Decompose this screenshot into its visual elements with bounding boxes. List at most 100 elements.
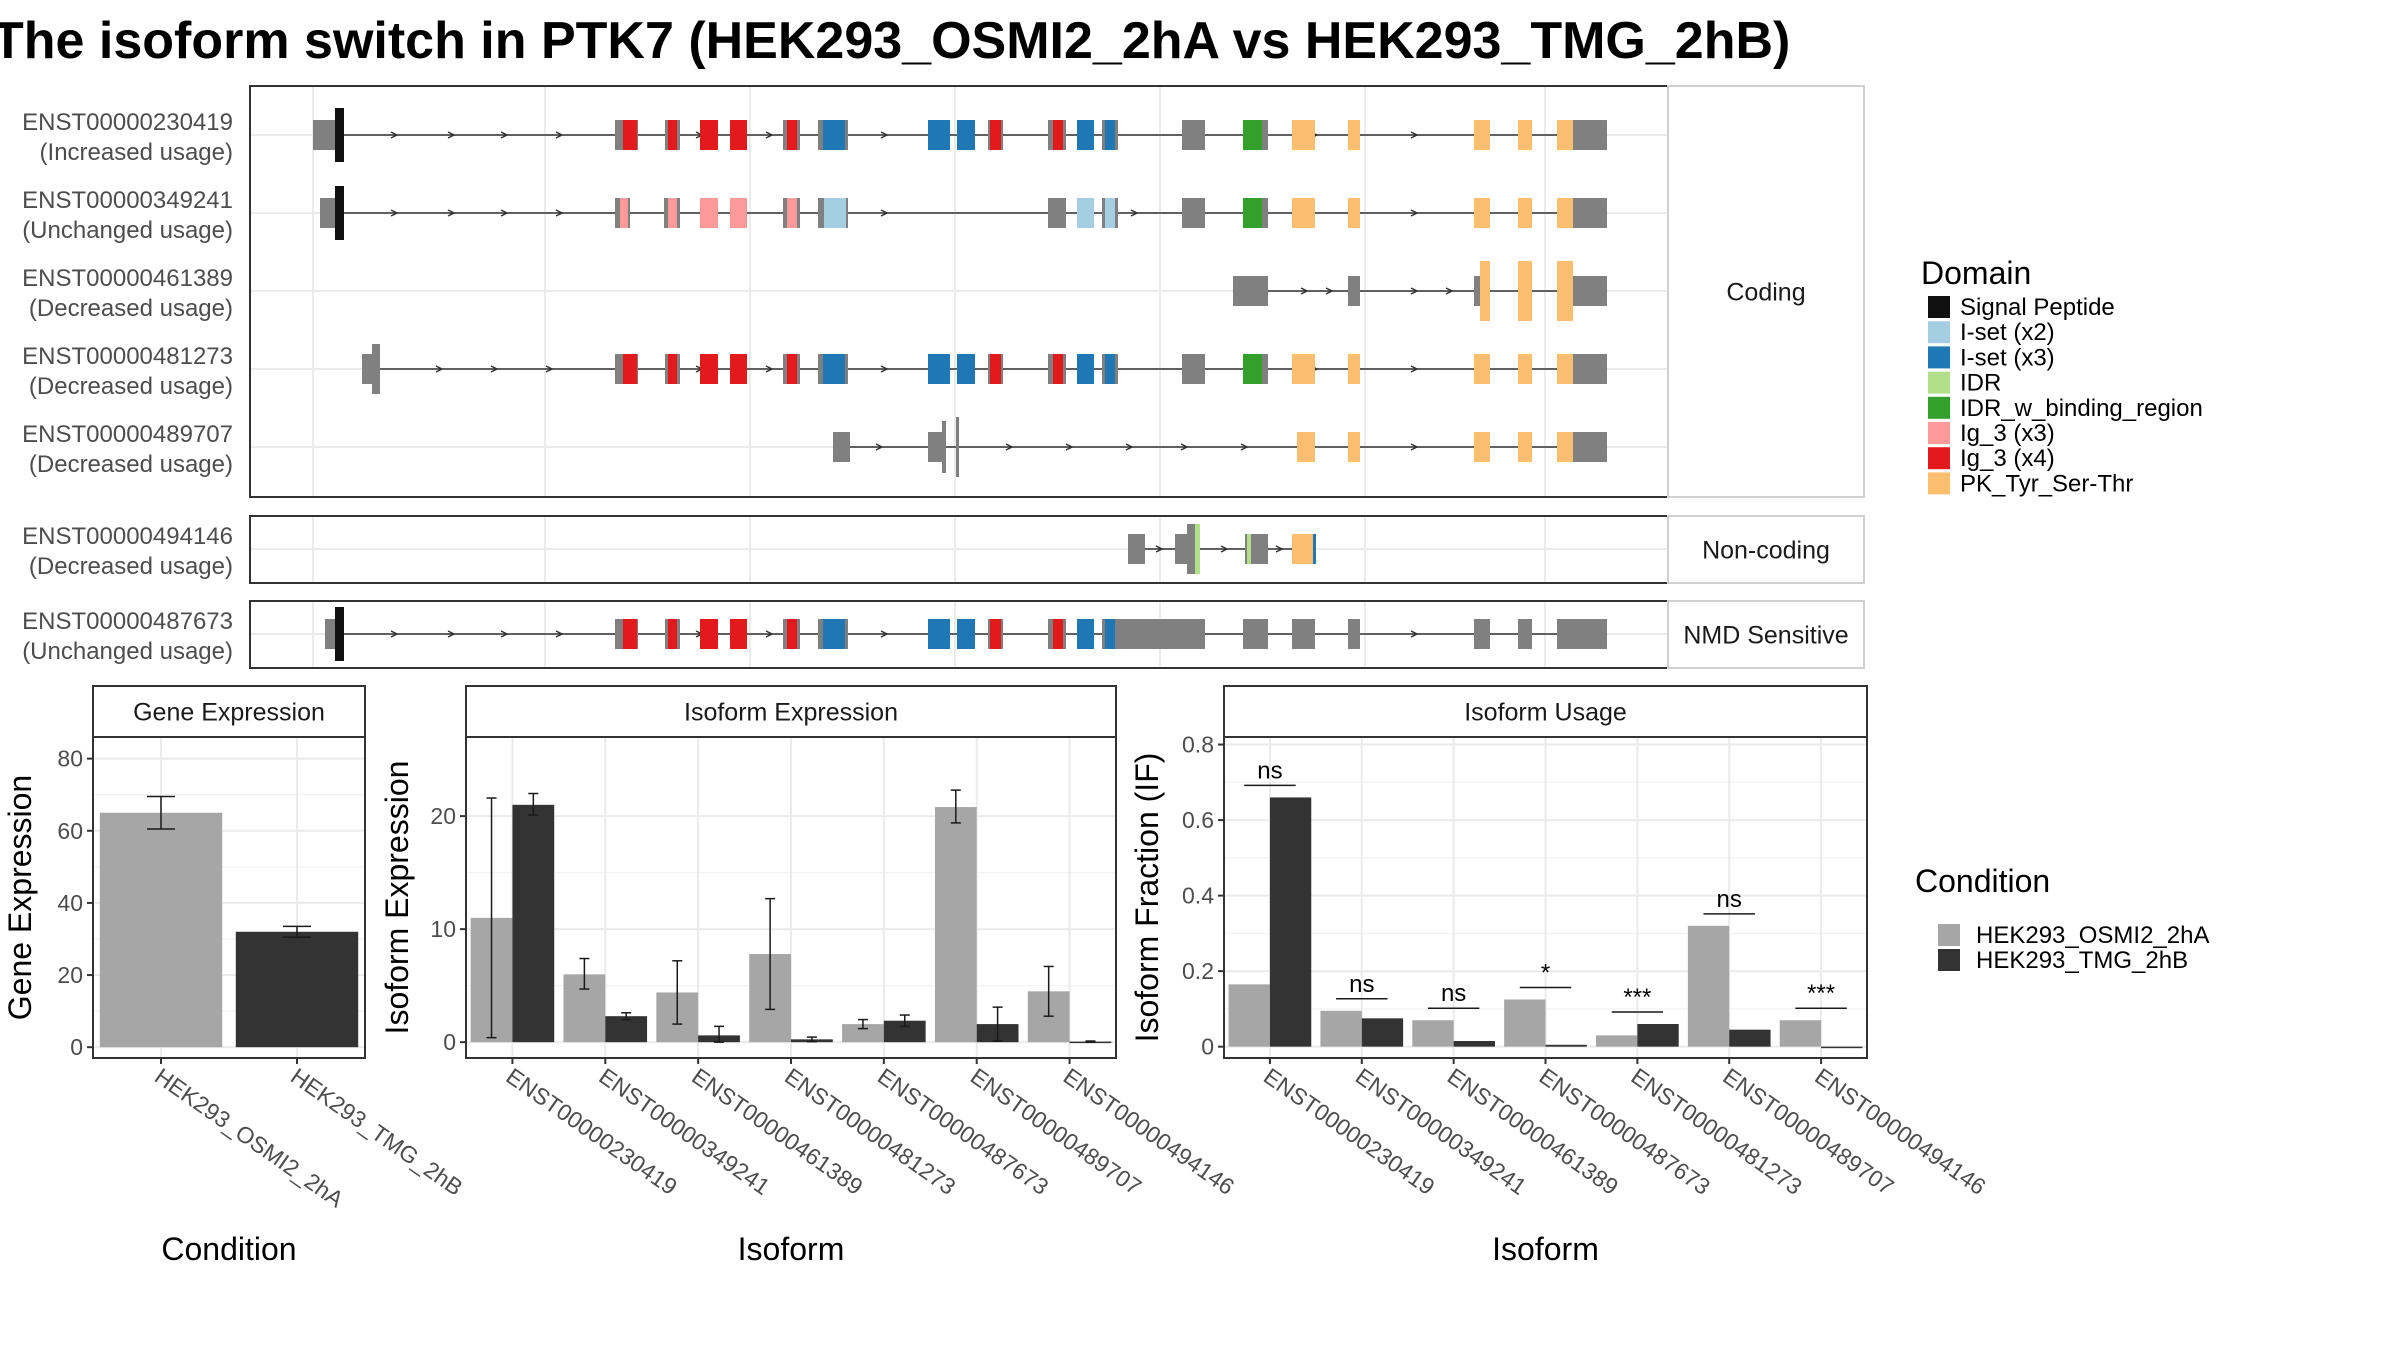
exon: [1474, 619, 1490, 649]
transcript-id-label: ENST00000349241: [22, 187, 233, 214]
y-tick-label: 10: [430, 916, 456, 942]
bar: [1504, 999, 1546, 1047]
exon: [833, 432, 850, 462]
bar: [1637, 1024, 1679, 1047]
domain-exon: [1105, 120, 1115, 150]
gene-expression-panel: Gene Expression020406080HEK293_OSMI2_2hA…: [2, 685, 468, 1267]
domain-exon: [1053, 619, 1063, 649]
x-tick-label: ENST00000461389: [687, 1063, 867, 1200]
bar: [1545, 1044, 1587, 1047]
x-axis-title: Condition: [161, 1231, 296, 1267]
intron-arrow: [1410, 131, 1419, 139]
domain-key: [1928, 371, 1950, 394]
intron-arrow: [1065, 443, 1074, 451]
intron-arrow: [390, 630, 399, 638]
domain-exon: [823, 354, 845, 384]
domain-key: [1928, 346, 1950, 369]
domain-exon: [824, 198, 846, 228]
domain-exon: [1557, 354, 1573, 384]
transcript-id-label: ENST00000487673: [22, 608, 233, 635]
domain-key: [1928, 321, 1950, 344]
transcript-usage-label: (Increased usage): [40, 139, 233, 166]
domain-exon: [1053, 354, 1063, 384]
intron-arrow: [1275, 545, 1284, 553]
domain-exon: [730, 120, 747, 150]
domain-exon: [1348, 354, 1360, 384]
exon: [1262, 198, 1268, 228]
domain-exon: [1077, 619, 1094, 649]
domain-exon: [787, 198, 797, 228]
exon: [313, 120, 337, 150]
x-axis-title: Isoform: [738, 1231, 845, 1267]
domain-key: [1928, 296, 1950, 318]
transcript-ENST00000487673: ENST00000487673 (Unchanged usage): [22, 607, 1607, 665]
exon: [1182, 120, 1205, 150]
exon: [1128, 534, 1145, 564]
y-tick-label: 0: [1201, 1034, 1214, 1060]
bar: [99, 812, 223, 1048]
domain-label: IDR_w_binding_region: [1960, 395, 2203, 422]
domain-exon: [1077, 198, 1094, 228]
domain-exon: [1247, 534, 1251, 564]
domain-exon: [928, 120, 950, 150]
domain-exon: [1557, 198, 1573, 228]
domain-key: [1928, 472, 1950, 495]
domain-exon: [1557, 261, 1573, 321]
significance-label: ns: [1717, 886, 1742, 913]
x-tick-label: ENST00000494146: [1059, 1063, 1239, 1200]
intron-arrow: [1300, 287, 1309, 295]
domain-exon: [623, 354, 637, 384]
bar: [1453, 1041, 1495, 1047]
domain-exon: [1292, 534, 1315, 564]
transcript-id-label: ENST00000489707: [22, 421, 233, 448]
domain-exon: [335, 108, 344, 162]
domain-exon: [700, 120, 718, 150]
domain-exon: [928, 354, 950, 384]
exon: [1573, 276, 1607, 306]
intron-arrow: [500, 209, 509, 217]
bar: [1361, 1018, 1404, 1047]
significance-label: ns: [1441, 980, 1466, 1007]
domain-exon: [700, 198, 718, 228]
domain-exon: [1557, 120, 1573, 150]
exon: [1048, 198, 1066, 228]
domain-exon: [700, 619, 718, 649]
transcript-ENST00000230419: ENST00000230419 (Increased usage): [22, 108, 1607, 166]
domain-label: PK_Tyr_Ser-Thr: [1960, 470, 2133, 497]
figure-title: The isoform switch in PTK7 (HEK293_OSMI2…: [0, 12, 1790, 70]
intron-arrow: [500, 630, 509, 638]
transcript-usage-label: (Decreased usage): [29, 373, 233, 400]
domain-exon: [1348, 120, 1360, 150]
intron-arrow: [765, 131, 774, 139]
intron-arrow: [1410, 209, 1419, 217]
x-tick-label: ENST00000230419: [502, 1063, 682, 1200]
x-tick-label: ENST00000349241: [1351, 1063, 1531, 1200]
x-tick-label: ENST00000487673: [873, 1063, 1053, 1200]
bar: [1320, 1010, 1362, 1047]
intron-arrow: [1410, 365, 1419, 373]
bar: [1729, 1029, 1771, 1047]
exon: [1262, 354, 1268, 384]
bar: [235, 931, 359, 1048]
transcript-id-label: ENST00000230419: [22, 109, 233, 136]
x-tick-label: ENST00000489707: [1718, 1063, 1898, 1200]
transcript-usage-label: (Decreased usage): [29, 553, 233, 580]
x-tick-label: ENST00000349241: [594, 1063, 774, 1200]
y-tick-label: 40: [57, 890, 83, 916]
domain-exon: [1348, 432, 1360, 462]
x-tick-label: ENST00000461389: [1443, 1063, 1623, 1200]
domain-exon: [787, 619, 797, 649]
domain-exon: [1474, 120, 1490, 150]
domain-exon: [787, 354, 797, 384]
x-tick-label: ENST00000487673: [1535, 1063, 1715, 1200]
panel-title: Gene Expression: [133, 699, 325, 727]
bar: [1269, 797, 1312, 1047]
intron-arrow: [500, 131, 509, 139]
facet-strip: [1667, 85, 1865, 498]
x-tick-label: ENST00000230419: [1259, 1063, 1439, 1200]
transcript-ENST00000461389: ENST00000461389 (Decreased usage): [22, 261, 1607, 322]
intron-arrow: [880, 131, 889, 139]
transcript-ENST00000489707: ENST00000489707 (Decreased usage): [22, 417, 1607, 478]
